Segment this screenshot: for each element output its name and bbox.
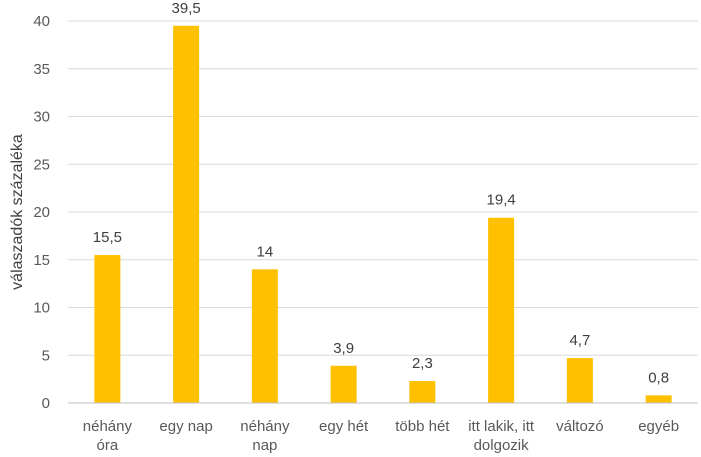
y-axis-ticks: 0 5 10 15 20 25 30 35 40 [33, 13, 50, 412]
x-tick-label: egy nap [159, 418, 212, 435]
y-axis-title: válaszadók százaléka [9, 134, 26, 290]
data-label: 15,5 [93, 229, 122, 246]
data-labels: 15,5 39,5 14 3,9 2,3 19,4 4,7 0,8 [93, 0, 669, 386]
data-label: 4,7 [569, 332, 590, 349]
data-label: 2,3 [412, 355, 433, 372]
x-tick-label: egyéb [638, 418, 679, 435]
data-label: 0,8 [648, 369, 669, 386]
bar [409, 381, 436, 403]
bars [94, 25, 672, 404]
bar [488, 217, 515, 403]
bar [94, 254, 121, 403]
y-tick-label: 30 [33, 109, 50, 126]
y-tick-label: 35 [33, 61, 50, 78]
data-label: 14 [257, 243, 274, 260]
y-tick-label: 5 [42, 347, 50, 364]
y-tick-label: 0 [42, 395, 50, 412]
y-tick-label: 10 [33, 300, 50, 317]
x-tick-label: egy hét [319, 418, 369, 435]
bar [173, 25, 200, 404]
bar [566, 358, 593, 403]
x-tick-label: változó [556, 418, 604, 435]
x-tick-label: néhány óra [83, 418, 133, 454]
bar [330, 365, 357, 403]
bar [645, 395, 672, 403]
x-axis-ticks: néhány óra egy nap néhány nap egy hét több hét… [83, 418, 679, 454]
data-label: 19,4 [487, 192, 516, 209]
x-tick-label: néhány nap [240, 418, 290, 454]
data-label: 3,9 [333, 340, 354, 357]
bar [251, 269, 278, 403]
x-tick-label: itt lakik, itt dolgozik [468, 418, 535, 454]
x-tick-label: több hét [395, 418, 450, 435]
y-tick-label: 40 [33, 13, 50, 30]
y-tick-label: 15 [33, 252, 50, 269]
y-tick-label: 25 [33, 156, 50, 173]
gridlines [68, 20, 698, 356]
data-label: 39,5 [172, 0, 201, 17]
y-tick-label: 20 [33, 204, 50, 221]
